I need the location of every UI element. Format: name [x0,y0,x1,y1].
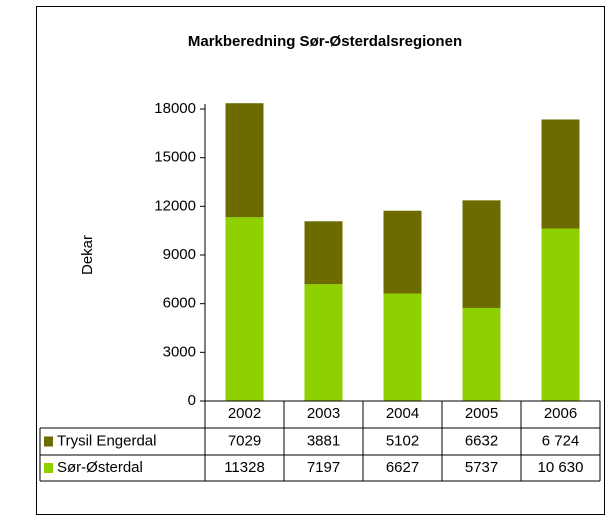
y-tick-label: 9000 [163,246,196,263]
table-value: 6632 [465,432,498,449]
y-axis-title: Dekar [79,235,96,275]
bar-segment [383,210,422,294]
table-value: 3881 [307,432,340,449]
chart-title: Markberedning Sør-Østerdalsregionen [188,33,462,50]
y-tick-label: 3000 [163,343,196,360]
legend-label: Sør-Østerdal [57,459,143,476]
y-tick-label: 18000 [154,100,196,117]
table-value: 7197 [307,459,340,476]
x-tick-label: 2003 [307,405,340,422]
legend-label: Trysil Engerdal [57,432,156,449]
bar-segment [541,119,580,229]
bar-segment [225,217,264,401]
table-value: 5737 [465,459,498,476]
bar-segment [304,221,343,285]
table-value: 6627 [386,459,419,476]
y-tick-label: 15000 [154,149,196,166]
table-value: 6 724 [542,432,580,449]
table-value: 7029 [228,432,261,449]
bar-segment [462,200,501,308]
x-tick-label: 2005 [465,405,498,422]
y-tick-label: 12000 [154,197,196,214]
bar-segment [225,103,264,218]
table-value: 10 630 [538,459,584,476]
bar-segment [541,228,580,401]
x-tick-label: 2006 [544,405,577,422]
legend-key [44,436,53,447]
x-tick-label: 2004 [386,405,419,422]
table-value: 5102 [386,432,419,449]
bar-segment [383,293,422,401]
legend-key [44,463,53,473]
table-value: 11328 [224,459,265,476]
x-tick-label: 2002 [228,405,261,422]
y-tick-label: 0 [188,392,196,409]
y-tick-label: 6000 [163,295,196,312]
bar-segment [304,284,343,401]
bar-segment [462,307,501,401]
